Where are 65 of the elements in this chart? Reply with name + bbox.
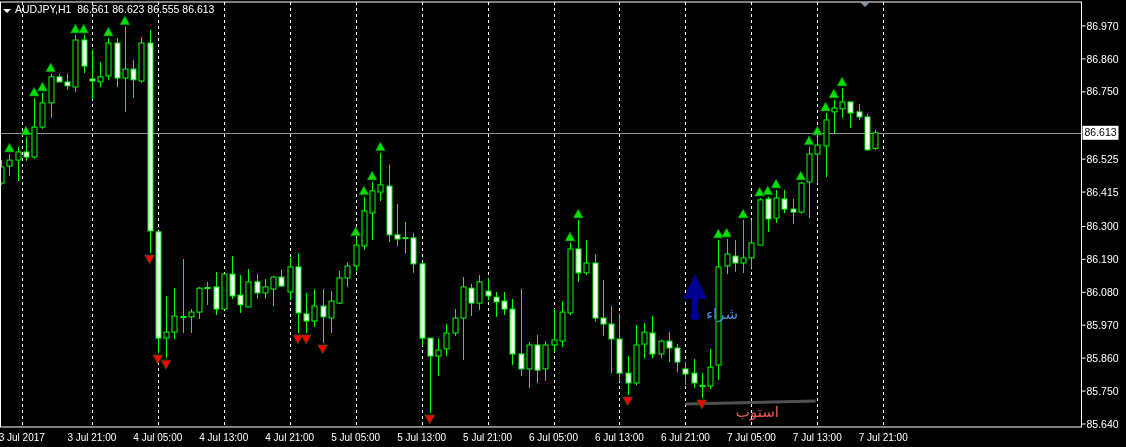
- point: [152, 354, 164, 365]
- point: [4, 142, 15, 153]
- point: [375, 141, 386, 152]
- point: [70, 23, 81, 34]
- x-tick-label: 7 Jul 13:00: [792, 432, 843, 443]
- point: [721, 227, 732, 238]
- y-tick-label: 86.415: [1086, 185, 1119, 198]
- x-tick-label: 5 Jul 13:00: [397, 432, 447, 443]
- point: [20, 125, 32, 136]
- point: [564, 231, 576, 242]
- point: [795, 170, 807, 181]
- annotation: استوب: [735, 403, 779, 422]
- y-tick-label: 86.190: [1086, 253, 1119, 266]
- y-tick-label: 85.860: [1086, 351, 1119, 364]
- point: [770, 178, 782, 189]
- point: [622, 396, 633, 407]
- x-tick-label: 6 Jul 05:00: [529, 432, 579, 443]
- y-tick-label: 85.640: [1086, 417, 1119, 430]
- ref-line-label: 86.613: [1084, 126, 1117, 139]
- x-tick-label: 4 Jul 21:00: [265, 432, 315, 443]
- point: [424, 414, 436, 425]
- point: [317, 344, 328, 355]
- point: [350, 226, 361, 237]
- point: [803, 135, 815, 146]
- point: [28, 86, 40, 97]
- point: [144, 254, 155, 265]
- point: [836, 76, 848, 87]
- x-tick-label: 7 Jul 21:00: [858, 432, 909, 443]
- candlestick: [691, 358, 698, 389]
- y-tick-label: 86.525: [1086, 152, 1119, 165]
- y-tick-label: 85.970: [1086, 318, 1119, 331]
- x-tick-label: 4 Jul 05:00: [133, 432, 183, 443]
- x-tick-label: 6 Jul 13:00: [594, 432, 645, 443]
- point: [78, 23, 89, 34]
- y-tick-label: 86.080: [1086, 285, 1119, 298]
- y-tick-label: 86.970: [1086, 19, 1119, 32]
- point: [358, 185, 370, 196]
- x-tick-label: 5 Jul 05:00: [331, 432, 381, 443]
- point: [812, 125, 823, 136]
- point: [762, 185, 774, 196]
- point: [572, 208, 584, 219]
- point: [696, 399, 708, 410]
- x-tick-label: 4 Jul 13:00: [199, 432, 249, 443]
- chart-title: AUDJPY,H1 86.561 86.623 86.555 86.613: [15, 3, 215, 15]
- point: [45, 62, 56, 73]
- y-tick-label: 86.750: [1086, 85, 1119, 98]
- x-tick-label: 5 Jul 21:00: [463, 432, 513, 443]
- point: [103, 26, 114, 37]
- x-tick-label: 6 Jul 21:00: [660, 432, 711, 443]
- y-tick-label: 86.300: [1086, 220, 1119, 233]
- x-tick-label: 3 Jul 21:00: [67, 432, 117, 443]
- point: [292, 334, 304, 345]
- point: [820, 101, 831, 112]
- point: [160, 359, 172, 370]
- point: [828, 88, 840, 99]
- point: [713, 228, 724, 239]
- x-tick-label: 7 Jul 05:00: [726, 432, 777, 443]
- point: [37, 81, 48, 92]
- point: [300, 334, 312, 345]
- point: [737, 208, 749, 219]
- y-tick-label: 85.750: [1086, 384, 1119, 397]
- point: [366, 170, 378, 181]
- point: [119, 15, 131, 26]
- x-tick-label: 3 Jul 2017: [0, 432, 46, 443]
- y-tick-label: 86.860: [1086, 52, 1119, 65]
